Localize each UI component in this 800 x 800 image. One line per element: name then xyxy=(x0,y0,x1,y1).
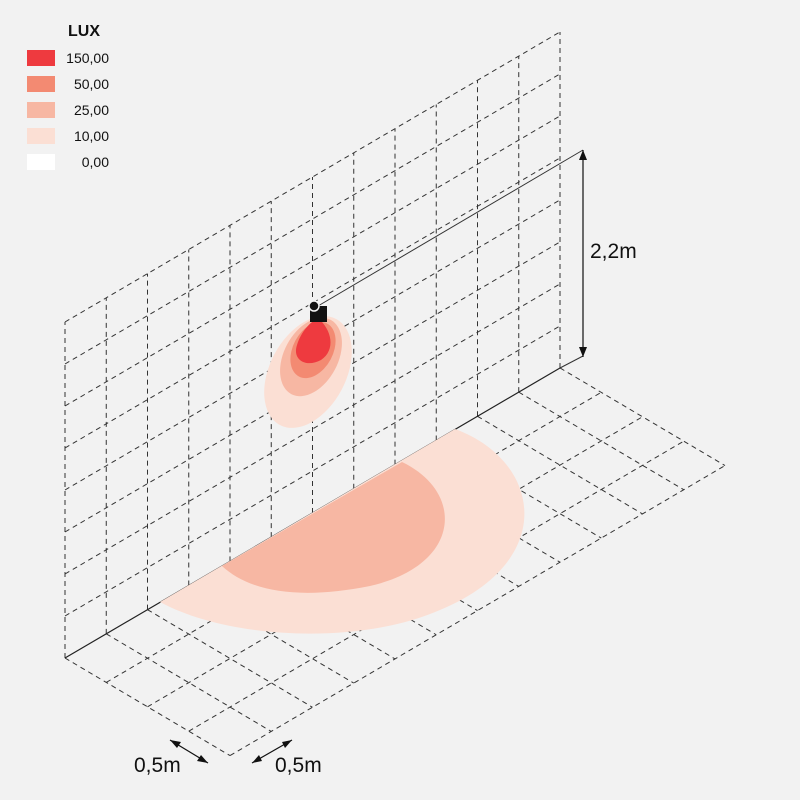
luminaire-mount xyxy=(308,300,320,312)
wall-contour-150 xyxy=(295,318,331,364)
reference-line xyxy=(317,149,584,307)
grid-line xyxy=(64,241,561,533)
legend-swatch xyxy=(27,154,55,170)
legend-title: LUX xyxy=(68,23,100,40)
grid-line xyxy=(64,199,561,491)
legend-swatch xyxy=(27,102,55,118)
grid-x-label: 0,5m xyxy=(134,754,181,777)
grid-line xyxy=(147,609,313,708)
grid-line xyxy=(229,465,726,757)
legend-label: 0,00 xyxy=(82,154,109,170)
grid-y-label: 0,5m xyxy=(275,754,322,777)
legend-swatch xyxy=(27,50,55,66)
height-label: 2,2m xyxy=(590,240,637,263)
grid-line xyxy=(64,283,561,575)
legend-label: 25,00 xyxy=(74,102,109,118)
grid-line xyxy=(64,325,561,617)
grid-line xyxy=(188,440,685,732)
grid-line xyxy=(105,633,272,732)
legend-swatch xyxy=(27,76,55,92)
grid-line xyxy=(518,391,685,491)
legend-label: 10,00 xyxy=(74,128,109,144)
dimension-arrows xyxy=(252,740,292,763)
grid-line xyxy=(559,367,726,466)
grid-line xyxy=(147,416,643,708)
floor-contour-25 xyxy=(222,462,445,593)
legend: 150,00 50,00 25,00 10,00 0,00 xyxy=(27,50,109,170)
grid-line xyxy=(64,31,561,323)
grid-line xyxy=(477,415,643,515)
grid-line xyxy=(64,157,561,449)
grid-line xyxy=(64,73,561,365)
grid-line xyxy=(64,657,231,757)
legend-swatch xyxy=(27,128,55,144)
legend-label: 50,00 xyxy=(74,76,109,92)
legend-label: 150,00 xyxy=(66,50,109,66)
reference-line xyxy=(559,355,584,369)
grid-line xyxy=(105,391,602,683)
grid-line xyxy=(64,115,561,407)
dimension-arrows xyxy=(170,740,208,763)
